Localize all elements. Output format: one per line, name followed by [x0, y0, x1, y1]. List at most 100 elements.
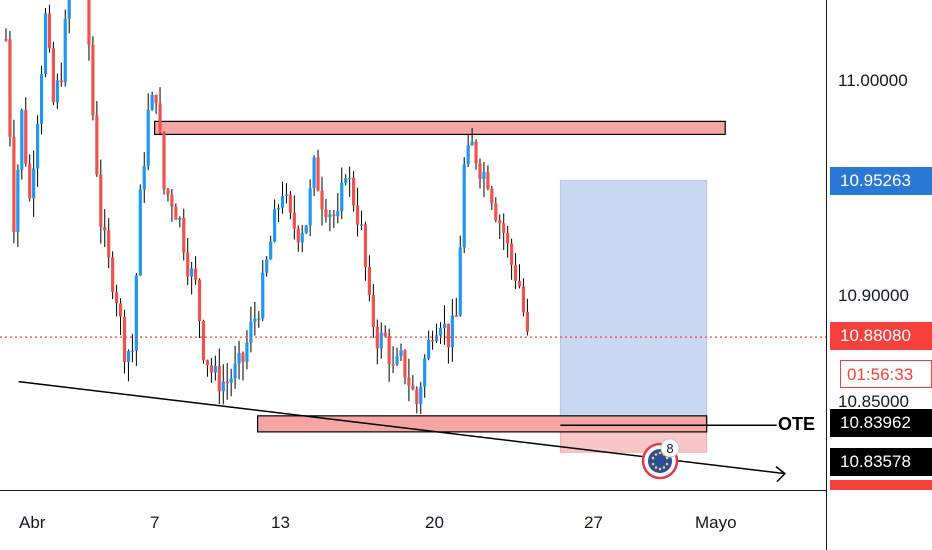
- candle-body: [367, 267, 371, 295]
- candle-body: [115, 292, 119, 304]
- candle-body: [296, 228, 300, 243]
- date-label-7: 7: [150, 513, 160, 532]
- candle-body: [221, 381, 225, 392]
- candle-body: [122, 316, 127, 363]
- candle-body: [466, 145, 470, 165]
- candle-body: [316, 157, 320, 191]
- candle-body: [95, 115, 99, 175]
- candle-body: [67, 0, 71, 19]
- candle-body: [450, 315, 454, 348]
- candle-body: [261, 272, 265, 319]
- candle-body: [411, 385, 415, 390]
- candle-body: [363, 224, 368, 268]
- candle-body: [146, 109, 150, 166]
- candle-body: [166, 189, 170, 195]
- candle-body: [494, 203, 498, 221]
- alt-price-label: 10.83578: [830, 448, 932, 476]
- candle-body: [348, 177, 352, 180]
- candle-body: [55, 80, 59, 103]
- candle-body: [371, 294, 375, 327]
- candle-body: [111, 257, 115, 293]
- candle-body: [292, 212, 296, 229]
- candle-body: [525, 312, 529, 332]
- candle-body: [415, 389, 419, 404]
- candle-body: [482, 172, 486, 179]
- candlestick-series: [4, 0, 529, 415]
- candle-body: [344, 178, 348, 183]
- candle-body: [32, 168, 36, 199]
- candle-body: [39, 73, 44, 124]
- candle-body: [126, 351, 131, 363]
- candle-body: [458, 247, 462, 316]
- candle-body: [197, 279, 202, 322]
- trendline-arrowhead: [775, 466, 787, 483]
- candle-body: [521, 286, 526, 313]
- y-tick-10-90: 10.90000: [838, 286, 909, 305]
- candle-body: [431, 340, 435, 342]
- candle-body: [324, 209, 328, 218]
- candle-body: [130, 350, 134, 353]
- candle-body: [103, 226, 107, 231]
- candle-body: [312, 157, 316, 189]
- candle-body: [375, 326, 379, 349]
- candle-body: [284, 194, 289, 197]
- candle-body: [118, 303, 123, 317]
- candle-body: [438, 327, 443, 336]
- candle-body: [233, 363, 237, 379]
- candle-body: [87, 0, 91, 45]
- candle-body: [43, 13, 48, 74]
- candle-body: [513, 264, 518, 281]
- candle-body: [265, 259, 269, 273]
- candle-body: [249, 321, 253, 343]
- candle-body: [24, 110, 28, 164]
- candle-body: [454, 315, 458, 317]
- candle-body: [288, 194, 292, 213]
- candle-body: [245, 342, 249, 362]
- candle-body: [395, 356, 399, 365]
- economic-event-icon[interactable]: 8: [640, 437, 686, 483]
- candle-body: [320, 190, 324, 210]
- candle-body: [237, 352, 241, 364]
- candle-body: [403, 350, 407, 378]
- candle-body: [506, 232, 510, 244]
- candle-body: [170, 194, 174, 207]
- candle-body: [28, 163, 32, 199]
- candle-body: [162, 132, 166, 190]
- candle-body: [300, 232, 304, 243]
- candle-body: [478, 163, 482, 179]
- candle-body: [434, 335, 439, 341]
- candle-body: [399, 350, 403, 357]
- candle-body: [174, 206, 178, 220]
- candle-body: [517, 280, 522, 287]
- candle-body: [190, 268, 194, 277]
- candle-body: [387, 335, 391, 365]
- candle-body: [379, 332, 383, 349]
- candle-body: [20, 110, 24, 170]
- candle-body: [383, 332, 387, 336]
- resistance-zone: [154, 120, 726, 136]
- candle-body: [225, 381, 229, 384]
- candle-body: [340, 182, 344, 212]
- candle-body: [427, 340, 431, 359]
- candle-body: [63, 18, 67, 83]
- current-price-label: 10.88080: [830, 322, 932, 350]
- candle-body: [490, 188, 494, 204]
- support-zone: [257, 415, 708, 433]
- candle-body: [352, 177, 356, 206]
- candle-body: [59, 80, 63, 83]
- candle-body: [182, 217, 186, 253]
- candle-body: [158, 103, 162, 133]
- candle-body: [12, 136, 16, 232]
- long-target-zone: [559, 179, 708, 426]
- candle-body: [253, 318, 257, 322]
- candle-body: [355, 205, 360, 225]
- candle-body: [134, 275, 138, 351]
- candle-body: [36, 123, 40, 169]
- candle-body: [510, 243, 514, 265]
- candle-body: [328, 214, 332, 218]
- candle-body: [209, 365, 213, 373]
- candle-body: [474, 141, 478, 164]
- candle-body: [336, 211, 340, 216]
- candle-body: [8, 39, 12, 137]
